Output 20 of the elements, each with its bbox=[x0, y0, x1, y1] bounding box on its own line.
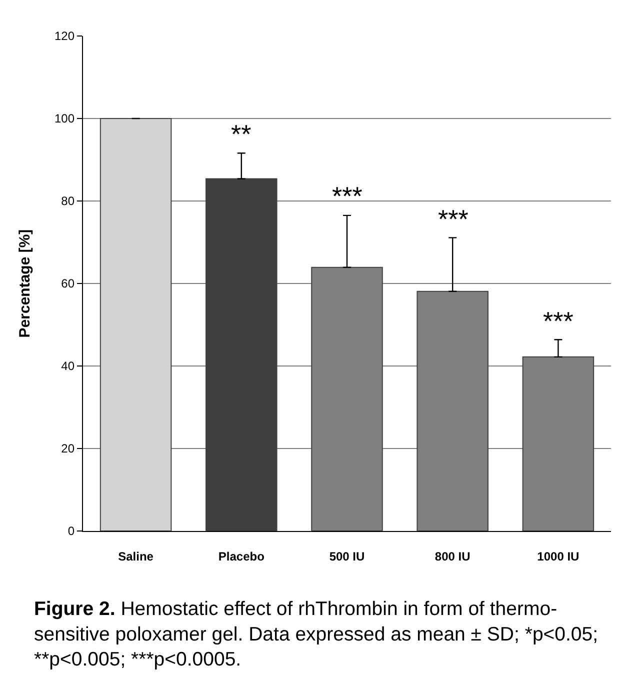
x-tick-label: Placebo bbox=[218, 550, 264, 564]
x-tick-label: Saline bbox=[118, 550, 154, 564]
y-tick-label: 0 bbox=[68, 524, 75, 538]
annotation: *** bbox=[543, 306, 574, 336]
annotation: *** bbox=[332, 181, 362, 211]
annotation: *** bbox=[438, 204, 468, 234]
y-tick-label: 80 bbox=[61, 194, 75, 208]
y-axis-title: Percentage [%] bbox=[16, 229, 34, 338]
caption: Figure 2. Hemostatic effect of rhThrombin in form of thermo-sensitive poloxamer gel. Data expressed as mean ± SD; *p<0.05; **p<0.005; ***p<0.0005. bbox=[34, 598, 598, 671]
x-tick-label: 800 IU bbox=[434, 550, 470, 564]
x-tick-label: 500 IU bbox=[329, 550, 365, 564]
bar bbox=[100, 118, 172, 531]
y-tick-label: 40 bbox=[61, 359, 75, 374]
x-tick-label: 1000 IU bbox=[537, 550, 580, 564]
y-tick-label: 100 bbox=[54, 112, 75, 126]
bar bbox=[206, 178, 278, 531]
y-tick-label: 60 bbox=[61, 276, 75, 291]
y-tick-label: 20 bbox=[61, 442, 75, 456]
annotation: ** bbox=[231, 119, 252, 149]
y-tick-label: 120 bbox=[54, 29, 75, 44]
